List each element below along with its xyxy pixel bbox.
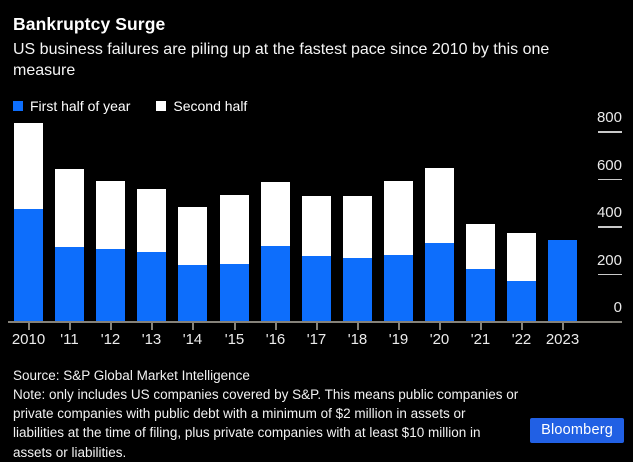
y-axis-label: 0 <box>613 299 622 316</box>
second-half-segment <box>261 182 290 247</box>
bar-13 <box>137 188 166 321</box>
chart-subtitle: US business failures are piling up at th… <box>13 41 550 80</box>
second-half-segment <box>220 195 249 264</box>
bar-12 <box>96 180 125 321</box>
first-half-segment <box>220 264 249 321</box>
first-half-segment <box>425 242 454 321</box>
second-half-segment <box>55 169 84 248</box>
bloomberg-logo: Bloomberg <box>530 418 624 443</box>
x-axis-label: '11 <box>60 331 79 348</box>
second-half-segment <box>343 196 372 259</box>
x-tick-mark <box>397 323 400 330</box>
first-half-segment <box>261 246 290 321</box>
x-axis-label: '14 <box>182 331 203 348</box>
x-axis-baseline <box>8 321 622 323</box>
y-axis-label: 600 <box>596 156 622 174</box>
y-axis-label: 200 <box>596 251 622 269</box>
x-axis-label: '15 <box>224 331 245 348</box>
second-half-segment <box>178 207 207 266</box>
plot-area <box>14 112 580 321</box>
x-axis-label: '17 <box>306 331 327 348</box>
bar-17 <box>302 196 331 321</box>
chart-title: Bankruptcy Surge <box>13 14 166 34</box>
first-half-swatch-icon <box>13 101 23 112</box>
x-axis-label: '21 <box>470 331 491 348</box>
note-text: Note: only includes US companies covered… <box>13 387 519 460</box>
y-tick-mark <box>598 273 622 275</box>
first-half-segment <box>55 247 84 321</box>
x-axis-label: '12 <box>100 331 121 348</box>
x-tick-mark <box>520 323 523 330</box>
bar-14 <box>178 207 207 321</box>
legend-label-first-half: First half of year <box>30 98 131 115</box>
y-tick-mark <box>598 131 622 133</box>
bar-20 <box>425 167 454 321</box>
y-tick-mark <box>598 226 622 228</box>
y-axis-label: 800 <box>596 109 622 126</box>
chart-header: Bankruptcy Surge US business failures ar… <box>0 0 633 81</box>
bar-19 <box>384 180 413 321</box>
y-tick-mark <box>598 178 622 180</box>
bar-16 <box>261 182 290 321</box>
bar-22 <box>507 232 536 321</box>
x-axis-label: '13 <box>141 331 162 348</box>
x-tick-mark <box>191 323 194 330</box>
x-tick-mark <box>233 323 236 330</box>
y-axis-label: 400 <box>596 204 622 221</box>
x-axis-label: 2010 <box>11 331 46 348</box>
second-half-segment <box>425 167 454 243</box>
x-tick-mark <box>109 323 112 330</box>
x-axis-label: '18 <box>347 331 368 348</box>
x-tick-mark <box>68 323 71 330</box>
first-half-segment <box>548 240 577 321</box>
x-tick-mark <box>479 323 482 330</box>
first-half-segment <box>137 252 166 321</box>
second-half-segment <box>507 232 536 282</box>
first-half-segment <box>507 281 536 321</box>
first-half-segment <box>384 254 413 321</box>
x-tick-mark <box>274 323 277 330</box>
legend-item-first-half: First half of year <box>13 98 130 114</box>
second-half-segment <box>14 122 43 210</box>
bar-11 <box>55 169 84 321</box>
bar-18 <box>343 196 372 321</box>
first-half-segment <box>14 209 43 321</box>
x-axis-label: 2023 <box>545 331 580 348</box>
x-axis-label: '22 <box>511 331 532 348</box>
stacked-bar-chart: 2010 '11 '12 '13 '14 '15 '16 '17 '18 '19 '20 '21 '22… <box>0 109 633 352</box>
bar-2010 <box>14 122 43 321</box>
chart-footer: Source: S&P Global Market Intelligence N… <box>13 366 633 462</box>
x-axis-label: '16 <box>265 331 286 348</box>
bar-21 <box>466 223 495 321</box>
second-half-segment <box>302 196 331 256</box>
second-half-segment <box>96 180 125 249</box>
source-text: Source: S&P Global Market Intelligence <box>13 368 250 383</box>
x-tick-mark <box>315 323 318 330</box>
x-tick-mark <box>27 323 30 330</box>
x-tick-mark <box>561 323 564 330</box>
x-tick-mark <box>356 323 359 330</box>
legend-item-second-half: Second half <box>156 98 247 114</box>
second-half-segment <box>384 180 413 255</box>
first-half-segment <box>302 255 331 321</box>
first-half-segment <box>466 268 495 321</box>
first-half-segment <box>343 258 372 321</box>
x-tick-mark <box>150 323 153 330</box>
second-half-segment <box>137 188 166 253</box>
first-half-segment <box>96 248 125 321</box>
x-axis-label: '20 <box>429 331 450 348</box>
bar-15 <box>220 195 249 321</box>
chart-legend: First half of year Second half <box>13 98 633 114</box>
first-half-segment <box>178 265 207 321</box>
legend-label-second-half: Second half <box>173 98 248 115</box>
second-half-segment <box>466 223 495 269</box>
second-half-swatch-icon <box>156 101 167 112</box>
bar-2023 <box>548 240 577 321</box>
x-tick-mark <box>438 323 441 330</box>
x-axis-label: '19 <box>388 331 409 348</box>
